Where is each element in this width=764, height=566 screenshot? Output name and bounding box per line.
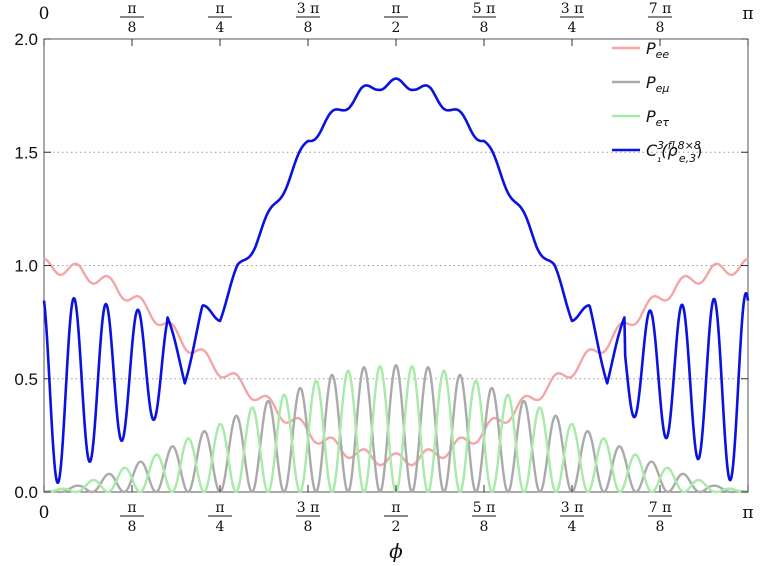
x-tick-den-bottom-6: 4 [568, 519, 577, 535]
legend-label-3: C3 f l₁(ρ8×8 e,3) [646, 139, 702, 165]
series-lines [42, 77, 750, 494]
x-tick-num-bottom-3: 3 π [297, 500, 320, 516]
x-tick-den-top-3: 8 [304, 20, 313, 36]
x-tick-den-top-5: 8 [480, 20, 489, 36]
legend-label-0: Pee [646, 39, 669, 61]
x-tick-den-top-6: 4 [568, 20, 577, 36]
x-tick-num-top-1: π [127, 1, 136, 17]
x-tick-den-bottom-4: 2 [392, 519, 401, 535]
series-line-2 [43, 365, 749, 494]
series-line-3 [42, 77, 750, 485]
x-tick-label-bottom-0: 0 [39, 503, 50, 523]
x-tick-num-bottom-4: π [391, 500, 400, 516]
x-tick-den-bottom-2: 4 [216, 519, 225, 535]
y-tick-label-2: 1.0 [14, 257, 38, 276]
x-tick-num-bottom-5: 5 π [473, 500, 496, 516]
legend-label-2: Peτ [646, 107, 669, 129]
x-tick-num-bottom-1: π [127, 500, 136, 516]
x-tick-label-top-0: 0 [39, 4, 50, 24]
x-tick-den-top-7: 8 [656, 20, 665, 36]
x-tick-num-bottom-2: π [215, 500, 224, 516]
x-tick-num-top-5: 5 π [473, 1, 496, 17]
x-tick-num-top-3: 3 π [297, 1, 320, 17]
x-axis-label: ϕ [389, 539, 403, 563]
y-tick-label-4: 2.0 [14, 30, 38, 49]
grid-lines [44, 151, 748, 380]
series-line-0 [43, 257, 749, 467]
x-tick-num-bottom-6: 3 π [561, 500, 584, 516]
y-tick-label-1: 0.5 [14, 370, 38, 389]
legend: Pee Peμ Peτ C3 f l₁(ρ8×8 e,3) [612, 39, 702, 165]
x-tick-num-top-2: π [215, 1, 224, 17]
x-tick-den-top-4: 2 [392, 20, 401, 36]
x-tick-den-top-1: 8 [128, 20, 137, 36]
x-tick-num-top-7: 7 π [649, 1, 672, 17]
x-tick-label-top-8: π [742, 4, 753, 24]
x-tick-den-bottom-3: 8 [304, 519, 313, 535]
y-tick-label-3: 1.5 [14, 143, 38, 162]
x-tick-num-top-4: π [391, 1, 400, 17]
series-line-1 [43, 363, 749, 494]
x-tick-num-bottom-7: 7 π [649, 500, 672, 516]
x-tick-den-bottom-1: 8 [128, 519, 137, 535]
y-tick-label-0: 0.0 [14, 483, 38, 502]
x-tick-den-bottom-7: 8 [656, 519, 665, 535]
x-tick-num-top-6: 3 π [561, 1, 584, 17]
x-tick-den-bottom-5: 8 [480, 519, 489, 535]
legend-label-1: Peμ [646, 73, 669, 95]
x-tick-den-top-2: 4 [216, 20, 225, 36]
x-tick-label-bottom-8: π [742, 503, 753, 523]
